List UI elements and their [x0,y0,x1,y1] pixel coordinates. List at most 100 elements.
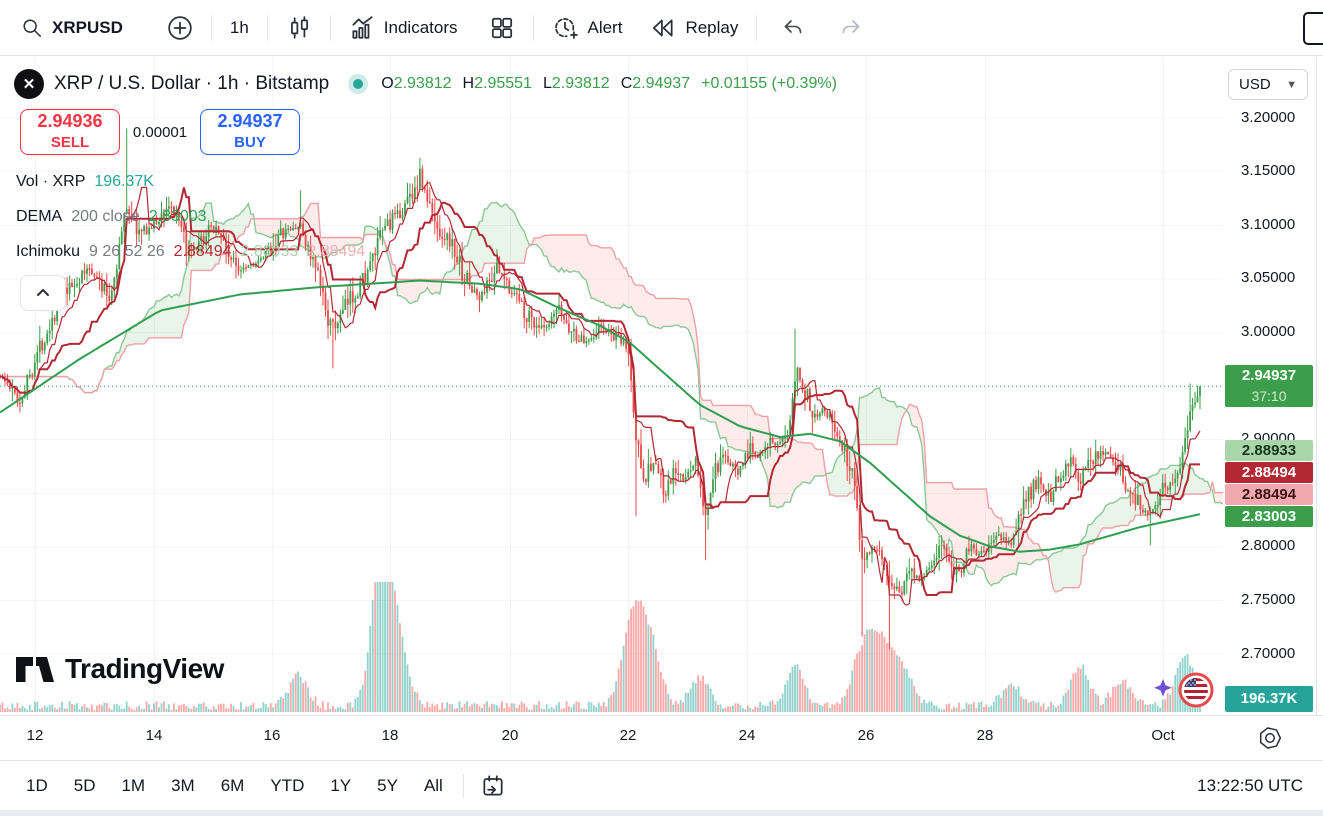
toolbar-separator [462,773,464,798]
top-toolbar: XRPUSD 1h Indicators Alert Replay [0,0,1323,56]
close-value: 2.94937 [632,75,691,92]
tradingview-watermark-text: TradingView [65,653,224,684]
interval-button[interactable]: 1h [221,13,258,43]
plus-circle-icon [168,15,192,40]
low-value: 2.93812 [551,75,610,92]
chart-settings-gear-icon[interactable] [1253,721,1287,755]
legend-row-dema: DEMA 200 close 2.83003 [16,208,207,226]
time-tick: 18 [381,727,399,744]
spread-value: 0.00001 [132,123,188,141]
price-label: 2.88494 [1225,462,1313,484]
replay-icon [653,19,673,36]
replay-button[interactable]: Replay [641,10,747,46]
volume-indicator-value: 196.37K [94,173,154,190]
legend-row-volume: Vol · XRP 196.37K [16,173,154,191]
ichimoku-indicator-name[interactable]: Ichimoku [16,243,81,260]
price-axis[interactable]: USD ▼ 3.20000 3.15000 3.10000 3.05000 3.0000… [1223,57,1323,715]
price-tick: 3.10000 [1241,215,1296,233]
price-label: 2.88933 [1225,440,1313,462]
volume-indicator-name[interactable]: Vol · XRP [16,173,86,190]
range-button-1y[interactable]: 1Y [330,775,352,795]
symbol-description[interactable]: XRP / U.S. Dollar · 1h · Bitstamp [54,73,330,94]
utc-clock[interactable]: 13:22:50 UTC [1197,775,1303,795]
currency-value: USD [1239,76,1271,93]
price-label: 2.88494 [1225,484,1313,506]
alert-clock-icon [555,17,579,39]
toolbar-separator [266,14,268,41]
alert-button[interactable]: Alert [543,10,631,46]
range-button-3m[interactable]: 3M [171,775,195,795]
dema-indicator-value: 2.83003 [148,208,207,225]
change-value: +0.01155 (+0.39%) [701,75,837,92]
high-label: H [462,75,475,92]
undo-arrow-icon [785,19,802,33]
symbol-name: XRPUSD [52,17,123,37]
chart-legend-header: ✕ XRP / U.S. Dollar · 1h · Bitstamp O2.9… [14,69,837,99]
open-value: 2.93812 [393,75,452,92]
buy-label: BUY [234,134,266,151]
tradingview-watermark: TradingView [16,653,224,685]
time-tick: 26 [857,727,875,744]
compare-add-symbol-button[interactable] [158,10,202,46]
sell-price: 2.94936 [37,111,103,131]
price-tick: 2.80000 [1241,537,1296,555]
price-tick: 2.70000 [1241,644,1296,662]
range-button-ytd[interactable]: YTD [270,775,305,795]
indicators-button[interactable]: Indicators [340,10,467,46]
interval-label: 1h [229,17,249,37]
symbol-search-button[interactable]: XRPUSD [12,12,132,44]
dema-indicator-name[interactable]: DEMA [16,208,63,225]
tradingview-logo-icon [16,656,54,682]
time-tick: 28 [976,727,994,744]
range-button-all[interactable]: All [423,775,443,795]
open-label: O [381,75,394,92]
time-axis[interactable]: 12 14 16 18 20 22 24 26 28 Oct [0,715,1323,761]
volume-axis-label: 196.37K [1225,686,1313,712]
dema-indicator-params: 200 close [71,208,140,225]
calendar-arrow-icon [483,774,503,796]
currency-dropdown[interactable]: USD ▼ [1228,69,1308,100]
fullscreen-button[interactable] [1303,12,1323,45]
price-label: 2.83003 [1225,506,1313,528]
redo-button[interactable] [830,11,872,45]
search-icon [23,18,41,37]
alert-label: Alert [587,17,623,37]
price-axis-edge [1316,57,1317,715]
range-buttons: 1D 5D 1M 3M 6M YTD 1Y 5Y All [16,771,453,801]
candlestick-icon [290,15,308,39]
time-tick: 16 [263,727,281,744]
sell-button[interactable]: 2.94936 SELL [20,109,120,155]
symbol-logo[interactable]: ✕ [14,69,44,99]
redo-arrow-icon [843,19,860,33]
replay-label: Replay [685,17,739,37]
range-button-5y[interactable]: 5Y [377,775,398,795]
chart-canvas[interactable] [0,57,1266,720]
range-button-1d[interactable]: 1D [26,775,48,795]
collapse-legend-button[interactable] [20,275,66,311]
close-label: C [620,75,633,92]
range-button-5d[interactable]: 5D [73,775,96,795]
market-status-dot[interactable] [353,79,364,89]
price-tick: 2.75000 [1241,591,1296,608]
chart-area: ✕ XRP / U.S. Dollar · 1h · Bitstamp O2.9… [0,57,1323,715]
ichimoku-senkou-b-value: 2.88494 [307,243,366,260]
buy-button[interactable]: 2.94937 BUY [200,109,300,155]
range-button-6m[interactable]: 6M [220,775,245,795]
toolbar-separator [329,14,331,41]
toolbar-separator [210,14,212,41]
toolbar-separator [533,14,535,41]
ichimoku-indicator-params: 9 26 52 26 [89,243,165,260]
time-tick: 24 [738,727,756,744]
goto-date-button[interactable] [474,769,512,803]
time-tick: Oct [1151,727,1175,744]
chart-type-button[interactable] [277,10,321,46]
price-tick: 3.20000 [1241,108,1296,126]
time-tick: 14 [145,727,163,744]
range-button-1m[interactable]: 1M [121,775,146,795]
economic-event-flag-marker[interactable] [1154,672,1214,708]
chevron-up-icon [37,289,49,296]
layout-grid-button[interactable] [480,10,524,46]
time-tick: 22 [619,727,637,744]
undo-button[interactable] [772,11,814,45]
